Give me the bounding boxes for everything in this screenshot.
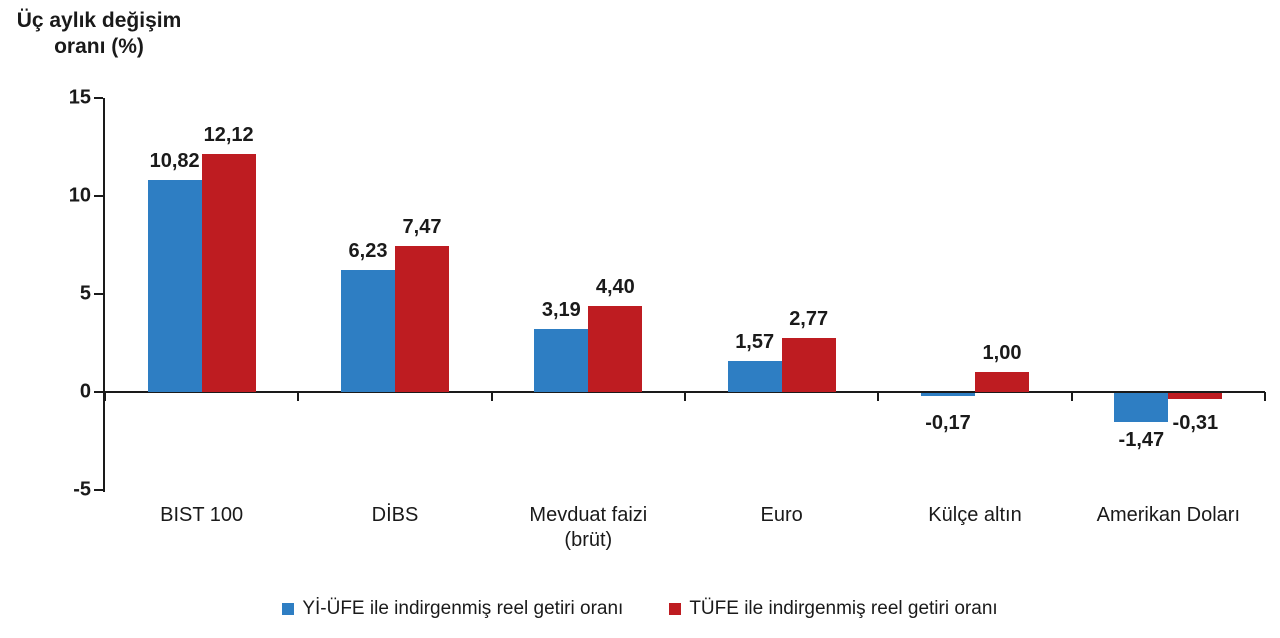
value-label: 7,47 (402, 215, 442, 238)
legend-item-yiufe: Yİ-ÜFE ile indirgenmiş reel getiri oranı (282, 598, 623, 620)
bar (201, 154, 256, 392)
bar (534, 329, 589, 392)
value-label: 1,57 (735, 331, 775, 354)
y-tick-label: 10 (68, 184, 91, 207)
value-label: 2,77 (789, 307, 829, 330)
bar (1168, 393, 1223, 400)
y-axis-tick (94, 293, 103, 295)
x-axis-tick (104, 392, 106, 401)
y-axis-tick (94, 489, 103, 491)
legend-label-tufe: TÜFE ile indirgenmiş reel getiri oranı (689, 598, 998, 619)
chart-title: Üç aylık değişim oranı (%) (16, 9, 182, 58)
bar (341, 269, 395, 392)
y-axis-tick (94, 391, 103, 393)
value-label: 3,19 (541, 299, 581, 322)
x-axis-tick (1264, 392, 1266, 401)
y-tick-label: 15 (68, 86, 91, 109)
bar (975, 372, 1029, 392)
y-axis-tick (94, 97, 103, 99)
legend-item-tufe: TÜFE ile indirgenmiş reel getiri oranı (669, 598, 998, 620)
x-axis-tick (297, 392, 300, 401)
category-label: Amerikan Doları (1096, 504, 1241, 526)
y-axis-tick (94, 195, 103, 197)
value-label: -1,47 (1118, 428, 1165, 451)
category-label: Külçe altın (928, 504, 1022, 526)
y-axis-line (103, 98, 105, 492)
legend: Yİ-ÜFE ile indirgenmiş reel getiri oranı… (0, 598, 1280, 620)
y-tick-label: -5 (73, 478, 91, 501)
x-axis-tick (490, 392, 493, 401)
value-label: 12,12 (203, 124, 254, 147)
value-label: -0,31 (1172, 412, 1219, 434)
category-label: BIST 100 (160, 504, 244, 526)
legend-swatch-red-icon (669, 603, 682, 615)
bar (395, 245, 449, 392)
value-label: 6,23 (348, 239, 388, 262)
bar (588, 305, 643, 392)
value-label: 1,00 (982, 342, 1022, 365)
value-label: 10,82 (149, 149, 200, 172)
bar (921, 393, 975, 397)
y-tick-label: 5 (79, 282, 91, 305)
value-label: 4,40 (595, 275, 635, 298)
bar (781, 337, 836, 392)
value-label: -0,17 (925, 412, 971, 434)
legend-label-yiufe: Yİ-ÜFE ile indirgenmiş reel getiri oranı (302, 598, 624, 619)
bar (147, 179, 202, 392)
legend-swatch-blue-icon (282, 603, 295, 615)
category-label: DİBS (371, 504, 419, 526)
bar (727, 361, 782, 392)
x-axis-tick (1070, 392, 1073, 401)
x-axis-tick (877, 392, 880, 401)
category-label: Euro (760, 504, 803, 526)
bar (1114, 393, 1169, 422)
y-tick-label: 0 (79, 380, 91, 403)
category-label: Mevduat faizi (brüt) (529, 504, 648, 551)
x-axis-tick (684, 392, 686, 401)
